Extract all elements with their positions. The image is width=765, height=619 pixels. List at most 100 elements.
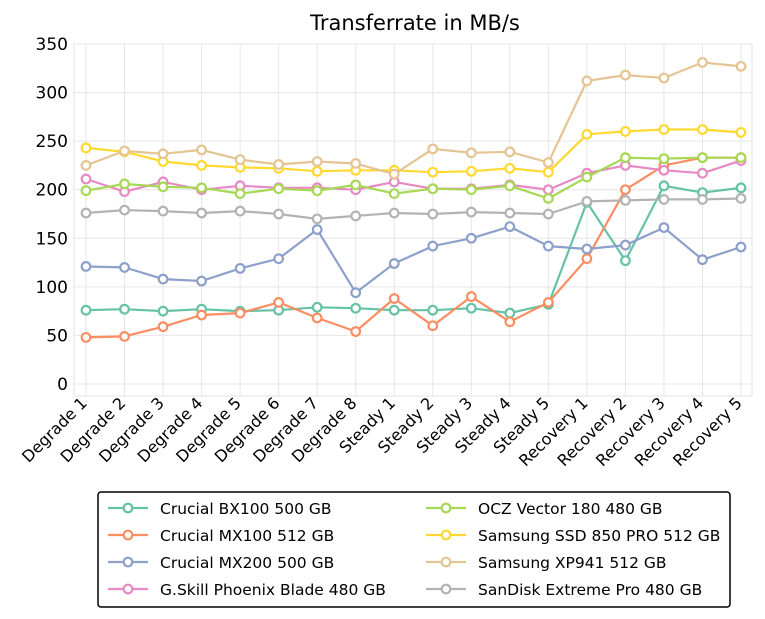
data-point: [80, 331, 92, 343]
legend-label: Samsung SSD 850 PRO 512 GB: [478, 527, 720, 545]
y-tick-label: 200: [36, 181, 68, 201]
legend-label: Crucial MX200 500 GB: [160, 554, 334, 572]
data-point: [620, 184, 631, 196]
data-point: [388, 293, 400, 304]
legend-label: Crucial MX100 512 GB: [160, 527, 334, 545]
data-point: [311, 213, 323, 225]
data-point: [119, 303, 130, 315]
data-point: [735, 152, 747, 164]
data-point: [427, 183, 439, 195]
data-point: [311, 312, 323, 324]
data-point: [273, 253, 285, 265]
data-point: [735, 182, 747, 194]
data-point: [311, 224, 323, 235]
data-point: [119, 145, 130, 157]
legend-label: Samsung XP941 512 GB: [478, 554, 667, 572]
data-point: [311, 185, 323, 197]
data-point: [735, 126, 747, 138]
legend-item: OCZ Vector 180 480 GB: [426, 500, 663, 518]
data-point: [465, 302, 477, 314]
legend-item: Samsung SSD 850 PRO 512 GB: [426, 527, 720, 545]
data-point: [196, 275, 207, 287]
legend-swatch-marker: [122, 502, 134, 514]
data-point: [658, 194, 670, 205]
series-line: [85, 225, 742, 294]
data-point: [427, 240, 439, 252]
data-point: [350, 326, 362, 337]
data-point: [465, 206, 477, 218]
data-point: [465, 184, 477, 196]
legend-item: Crucial MX200 500 GB: [108, 554, 334, 572]
data-point: [620, 194, 631, 206]
data-point: [80, 207, 92, 219]
data-point: [350, 210, 362, 222]
data-point: [697, 152, 708, 164]
data-point: [620, 126, 631, 137]
data-point: [697, 124, 708, 135]
series-1: [80, 152, 747, 343]
data-point: [620, 152, 631, 164]
data-point: [196, 309, 207, 321]
data-point: [311, 156, 323, 167]
series-line: [85, 61, 742, 176]
data-point: [465, 165, 477, 177]
series-0: [80, 180, 747, 319]
data-point: [196, 160, 207, 171]
y-tick-label: 100: [36, 278, 68, 298]
y-tick-label: 0: [57, 375, 68, 395]
data-point: [581, 253, 593, 265]
data-point: [658, 164, 670, 176]
data-point: [427, 208, 439, 220]
legend-swatch-marker: [440, 529, 452, 541]
data-point: [697, 57, 708, 68]
data-point: [620, 255, 631, 267]
series-line: [85, 197, 742, 220]
data-point: [658, 153, 670, 165]
data-point: [581, 243, 593, 255]
legend-label: G.Skill Phoenix Blade 480 GB: [160, 581, 386, 599]
data-point: [504, 221, 516, 233]
legend-swatch-marker: [122, 556, 134, 568]
series-line: [85, 184, 742, 315]
data-point: [388, 168, 400, 180]
data-point: [504, 146, 516, 158]
data-point: [427, 304, 439, 316]
legend: Crucial BX100 500 GB Crucial MX100 512 GB…: [108, 500, 720, 599]
series-group: [80, 57, 747, 343]
data-point: [157, 181, 169, 193]
legend-item: SanDisk Extreme Pro 480 GB: [426, 581, 702, 599]
data-point: [388, 304, 400, 316]
data-point: [80, 304, 92, 316]
series-4: [80, 152, 747, 204]
data-point: [427, 166, 439, 178]
data-point: [234, 263, 246, 274]
legend-box: [97, 491, 731, 608]
legend-item: Samsung XP941 512 GB: [426, 554, 667, 572]
chart-title: Transferrate in MB/s: [309, 11, 520, 35]
data-point: [658, 180, 670, 192]
data-point: [350, 179, 362, 191]
data-point: [735, 60, 747, 72]
data-point: [388, 188, 400, 200]
data-point: [196, 144, 207, 156]
data-point: [119, 331, 130, 342]
data-point: [157, 321, 169, 333]
data-point: [234, 205, 246, 217]
legend-swatch-marker: [440, 556, 452, 568]
data-point: [658, 222, 670, 234]
data-point: [465, 147, 477, 159]
data-point: [388, 207, 400, 219]
data-point: [119, 178, 130, 190]
data-point: [542, 297, 554, 308]
series-6: [80, 57, 747, 180]
data-point: [119, 262, 130, 273]
data-point: [80, 142, 92, 154]
data-point: [80, 185, 92, 197]
data-point: [504, 180, 516, 192]
legend-label: SanDisk Extreme Pro 480 GB: [478, 581, 702, 599]
data-point: [581, 75, 593, 87]
data-point: [80, 173, 92, 185]
data-point: [157, 305, 169, 317]
data-point: [427, 320, 439, 332]
